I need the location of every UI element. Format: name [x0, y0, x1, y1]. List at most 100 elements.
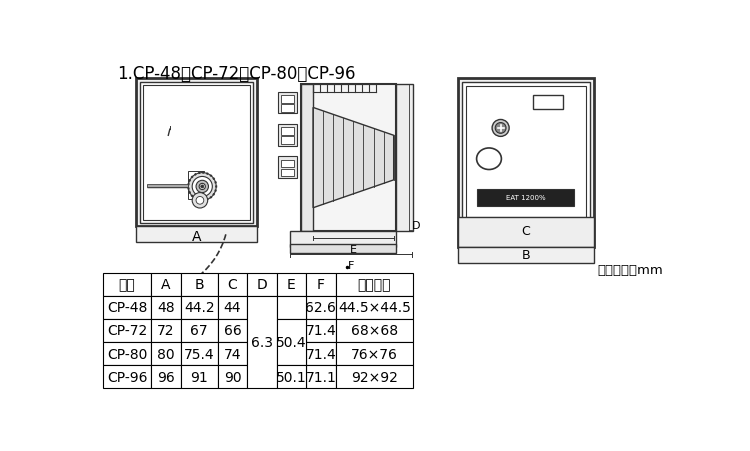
Bar — [103, 342, 151, 365]
Bar — [477, 189, 574, 206]
Text: A: A — [161, 278, 170, 292]
Text: 68×68: 68×68 — [351, 324, 398, 338]
Bar — [181, 365, 218, 388]
Text: 80: 80 — [157, 347, 175, 361]
Text: 71.4: 71.4 — [305, 347, 336, 361]
Bar — [151, 273, 181, 296]
Bar — [335, 296, 413, 319]
Text: CE: CE — [541, 97, 555, 107]
Text: 48: 48 — [157, 301, 175, 315]
Bar — [290, 244, 396, 254]
Bar — [278, 125, 297, 146]
Text: 尺寸单位：mm: 尺寸单位：mm — [598, 263, 663, 276]
Text: 76×76: 76×76 — [351, 347, 398, 361]
Bar — [278, 92, 297, 114]
Bar — [278, 157, 297, 179]
Circle shape — [192, 193, 208, 208]
Text: 44.2: 44.2 — [184, 301, 214, 315]
Text: 开孔尺寸: 开孔尺寸 — [358, 278, 391, 292]
Polygon shape — [313, 108, 394, 208]
Bar — [151, 296, 181, 319]
Text: F: F — [347, 261, 354, 271]
Bar — [140, 83, 253, 223]
Circle shape — [200, 184, 206, 190]
Bar — [248, 296, 277, 388]
Text: 75.4: 75.4 — [184, 347, 214, 361]
Bar — [217, 296, 248, 319]
Text: 71.1: 71.1 — [305, 370, 336, 384]
Text: 1.CP-48，CP-72，CP-80，CP-96: 1.CP-48，CP-72，CP-80，CP-96 — [117, 65, 356, 83]
Bar — [181, 273, 218, 296]
Text: E: E — [350, 244, 357, 255]
Text: 67: 67 — [190, 324, 208, 338]
Bar — [281, 105, 294, 112]
Bar — [217, 365, 248, 388]
Text: 90: 90 — [224, 370, 242, 384]
Text: 62.6: 62.6 — [305, 301, 336, 315]
Bar — [335, 319, 413, 342]
Bar — [462, 83, 590, 244]
Bar — [181, 296, 218, 319]
Text: CP-80: CP-80 — [107, 347, 147, 361]
Bar — [290, 232, 396, 247]
Bar — [281, 137, 294, 145]
Text: 91: 91 — [190, 370, 208, 384]
Bar — [302, 85, 396, 232]
Bar — [103, 296, 151, 319]
Bar — [151, 365, 181, 388]
Circle shape — [196, 197, 204, 205]
Circle shape — [201, 185, 204, 189]
Text: EAT 1200%: EAT 1200% — [506, 195, 545, 201]
Text: D: D — [412, 221, 420, 230]
Text: C: C — [521, 225, 530, 238]
Bar — [143, 86, 250, 220]
Bar — [277, 319, 306, 365]
Bar — [306, 273, 335, 296]
Bar — [217, 342, 248, 365]
Bar — [181, 342, 218, 365]
Text: 44: 44 — [224, 301, 242, 315]
Bar — [335, 365, 413, 388]
Bar — [277, 273, 306, 296]
Bar — [277, 365, 306, 388]
Bar — [277, 296, 306, 319]
Bar — [217, 273, 248, 296]
Bar — [217, 319, 248, 342]
Text: 6.3: 6.3 — [251, 335, 273, 349]
Text: 96: 96 — [157, 370, 175, 384]
Circle shape — [495, 123, 506, 134]
Bar — [458, 79, 594, 248]
Text: 74: 74 — [224, 347, 242, 361]
Ellipse shape — [476, 149, 502, 170]
Text: B: B — [194, 278, 204, 292]
Bar — [458, 218, 594, 248]
Bar — [103, 273, 151, 296]
Bar — [396, 85, 413, 232]
Text: 92×92: 92×92 — [351, 370, 398, 384]
Bar — [458, 248, 594, 263]
Bar — [306, 342, 335, 365]
Bar — [136, 227, 256, 242]
Bar — [103, 365, 151, 388]
Bar — [533, 96, 562, 110]
Text: 72: 72 — [157, 324, 175, 338]
Text: CP-72: CP-72 — [107, 324, 147, 338]
Text: A: A — [192, 229, 201, 243]
Text: B: B — [521, 249, 530, 262]
Bar — [248, 273, 277, 296]
Bar — [335, 273, 413, 296]
Bar — [306, 319, 335, 342]
Bar — [335, 342, 413, 365]
Text: 71.4: 71.4 — [305, 324, 336, 338]
Text: 66: 66 — [224, 324, 242, 338]
Bar — [181, 319, 218, 342]
Bar — [103, 319, 151, 342]
Text: D: D — [256, 278, 267, 292]
Text: 50.1: 50.1 — [276, 370, 307, 384]
Circle shape — [196, 181, 208, 193]
Bar — [302, 85, 313, 232]
Text: E: E — [287, 278, 296, 292]
Bar — [136, 79, 256, 227]
Text: 型号: 型号 — [118, 278, 136, 292]
Text: C: C — [227, 278, 237, 292]
